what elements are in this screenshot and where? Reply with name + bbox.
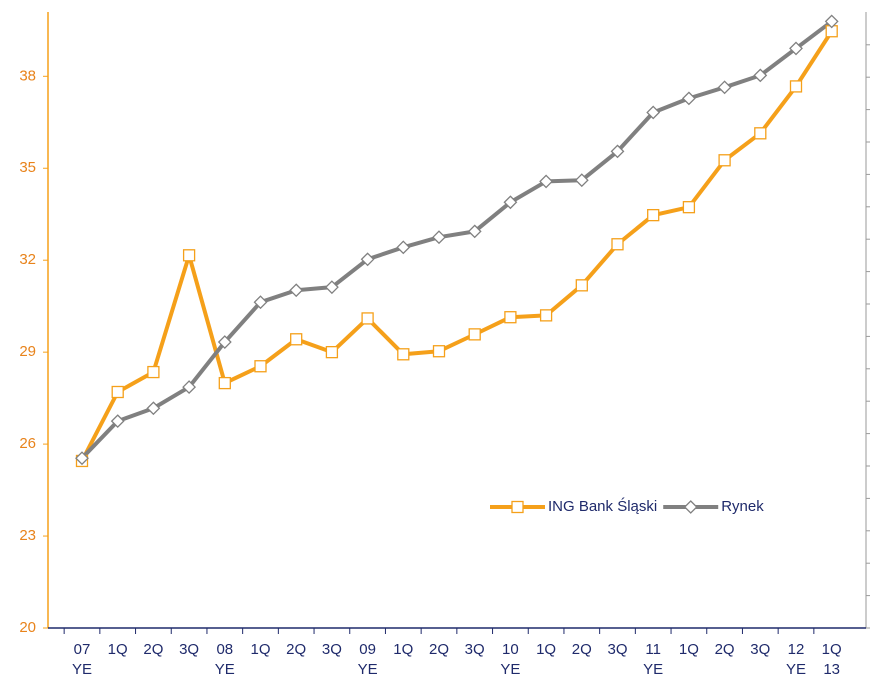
y-tick-label: 20 — [19, 619, 36, 636]
series-line — [80, 30, 834, 462]
point — [575, 279, 588, 292]
point — [503, 195, 518, 210]
point — [111, 385, 124, 399]
point — [610, 144, 625, 159]
y-tick-label: 23 — [19, 527, 36, 544]
y-tick-label: 32 — [19, 251, 36, 268]
point — [217, 335, 232, 349]
x-tick-label: 10 YE — [500, 641, 521, 678]
point — [753, 68, 768, 83]
x-tick-label: 3Q — [464, 641, 485, 658]
x-tick-label: 1Q — [536, 641, 557, 658]
x-tick-label: 1Q — [107, 641, 128, 658]
point — [290, 333, 303, 346]
point — [146, 401, 161, 416]
x-tick-label: 1Q — [393, 641, 414, 658]
point — [289, 283, 304, 298]
point — [360, 252, 375, 267]
point — [539, 309, 553, 322]
point — [324, 280, 339, 295]
y-tick-label: 29 — [19, 343, 36, 360]
point — [718, 154, 731, 167]
point — [611, 238, 624, 251]
point — [325, 345, 339, 359]
x-tick-label: 2Q — [286, 641, 307, 658]
x-tick-label: 1Q 13 — [821, 641, 842, 678]
series-line — [80, 19, 833, 460]
point — [754, 127, 767, 140]
x-tick-label: 2Q — [714, 641, 735, 658]
point — [468, 328, 481, 341]
x-tick-label: 3Q — [750, 641, 771, 658]
point — [432, 345, 446, 358]
point — [467, 224, 482, 239]
legend-label: Rynek — [721, 498, 764, 515]
x-tick-label: 3Q — [179, 641, 200, 658]
point — [824, 14, 839, 29]
point — [646, 105, 661, 120]
x-tick-label: 12 YE — [785, 641, 806, 678]
point — [789, 41, 803, 56]
point — [182, 380, 197, 395]
y-tick-label: 38 — [19, 67, 36, 84]
point — [218, 376, 231, 390]
point — [504, 311, 517, 324]
point — [717, 80, 732, 95]
x-tick-label: 08 YE — [214, 641, 235, 678]
point — [253, 295, 268, 310]
point — [182, 249, 196, 262]
point — [147, 365, 160, 379]
point — [539, 174, 554, 189]
legend-marker — [511, 500, 524, 514]
y-tick-label: 26 — [19, 435, 36, 452]
point — [110, 414, 125, 429]
point — [397, 348, 410, 361]
point — [647, 208, 660, 222]
legend-marker — [683, 500, 698, 514]
x-tick-label: 2Q — [428, 641, 449, 658]
x-tick-label: 07 YE — [71, 641, 92, 678]
point — [681, 91, 696, 106]
point — [682, 201, 696, 214]
x-tick-label: 2Q — [571, 641, 592, 658]
legend-label: ING Bank Śląski — [548, 497, 657, 515]
point — [75, 451, 89, 466]
x-tick-label: 2Q — [143, 641, 164, 658]
x-tick-label: 3Q — [321, 641, 342, 658]
point — [254, 360, 267, 373]
x-tick-label: 09 YE — [357, 641, 378, 678]
point — [432, 230, 446, 245]
x-tick-label: 3Q — [607, 641, 628, 658]
y-tick-label: 35 — [19, 159, 36, 176]
x-tick-label: 11 YE — [643, 641, 664, 678]
point — [361, 312, 374, 325]
x-tick-label: 1Q — [250, 641, 271, 658]
point — [396, 240, 411, 255]
point — [789, 80, 803, 93]
point — [574, 173, 589, 188]
x-tick-label: 1Q — [678, 641, 699, 658]
